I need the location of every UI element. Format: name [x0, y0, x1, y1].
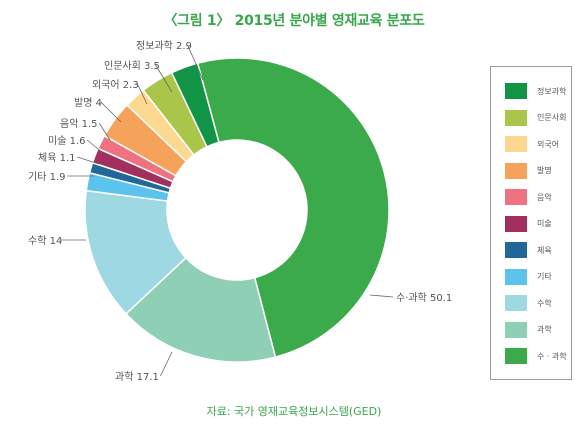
- slice-label-과학: 과학 17.1: [115, 371, 159, 383]
- legend-swatch: [505, 109, 527, 126]
- slice-label-정보과학: 정보과학 2.9: [136, 40, 192, 52]
- legend-label: 과학: [537, 325, 552, 334]
- legend-swatch: [505, 321, 527, 338]
- leader-line-미술: [86, 139, 104, 154]
- legend-swatch: [505, 295, 527, 311]
- legend-swatch: [505, 83, 527, 99]
- slice-label-외국어: 외국어 2.3: [92, 79, 139, 91]
- slice-과학: [124, 256, 277, 363]
- leader-line-정보과학: [187, 44, 204, 81]
- legend-label: 음악: [537, 192, 552, 202]
- slice-label-체육: 체육 1.1: [38, 152, 75, 164]
- slice-label-음악: 음악 1.5: [60, 118, 97, 130]
- slice-label-기타: 기타 1.9: [28, 171, 65, 183]
- slice-수학: [84, 189, 187, 315]
- slice-label-발명: 발명 4: [74, 97, 102, 109]
- legend-label: 수 · 과학: [537, 351, 567, 361]
- source-note: 자료: 국가 영재교육정보시스템(GED): [206, 405, 382, 418]
- leader-line-과학: [160, 351, 173, 377]
- legend-item-인문사회: 인문사회: [505, 109, 567, 126]
- slice-label-미술: 미술 1.6: [48, 135, 85, 147]
- legend-label: 기타: [537, 272, 552, 281]
- slice-label-수학: 수학 14: [28, 235, 62, 247]
- legend-item-발명: 발명: [505, 162, 552, 179]
- legend-label: 미술: [537, 219, 552, 228]
- legend-swatch: [505, 162, 527, 179]
- legend-item-외국어: 외국어: [505, 136, 559, 152]
- legend-label: 발명: [537, 166, 552, 175]
- legend-item-정보과학: 정보과학: [505, 83, 566, 99]
- legend-swatch: [505, 215, 527, 232]
- legend-item-과학: 과학: [505, 321, 552, 338]
- legend-label: 외국어: [537, 139, 560, 149]
- legend-item-체육: 체육: [505, 242, 552, 258]
- donut-slices: [84, 57, 390, 363]
- legend-item-음악: 음악: [505, 189, 552, 205]
- legend-label: 수학: [537, 298, 552, 308]
- legend-swatch: [505, 189, 527, 205]
- chart-title: 〈그림 1〉 2015년 분야별 영재교육 분포도: [163, 13, 425, 29]
- legend-item-미술: 미술: [505, 215, 552, 232]
- leader-line-외국어: [137, 83, 148, 105]
- legend-item-기타: 기타: [505, 268, 552, 285]
- legend-swatch: [505, 348, 527, 364]
- legend-label: 정보과학: [537, 86, 567, 96]
- leader-line-음악: [98, 122, 111, 141]
- legend-item-수·과학: 수 · 과학: [505, 348, 567, 364]
- slice-수·과학: [196, 57, 390, 358]
- legend-item-수학: 수학: [505, 295, 552, 311]
- leader-line-수·과학: [369, 294, 394, 298]
- legend-label: 인문사회: [537, 113, 567, 122]
- leader-line-발명: [100, 101, 122, 123]
- legend-label: 체육: [537, 245, 552, 255]
- legend-swatch: [505, 268, 527, 285]
- legend-swatch: [505, 242, 527, 258]
- slice-labels: 수·과학 50.1 과학 17.1 수학 14 기타 1.9 체육 1.1 미술 1.6 음…: [28, 40, 452, 383]
- slice-label-수·과학: 수·과학 50.1: [396, 292, 452, 304]
- slice-정보과학: [170, 62, 220, 148]
- legend-swatch: [505, 136, 527, 152]
- slice-label-인문사회: 인문사회 3.5: [104, 60, 160, 72]
- leader-line-체육: [77, 156, 100, 165]
- leader-line-인문사회: [155, 64, 173, 93]
